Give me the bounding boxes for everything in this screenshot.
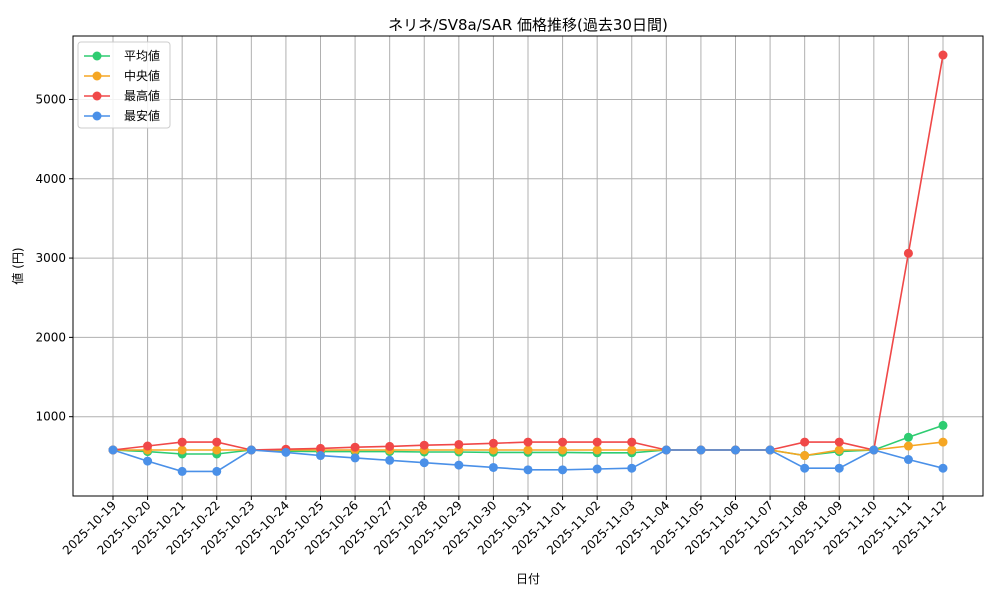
y-tick-label: 3000 <box>35 251 66 265</box>
data-point <box>523 437 533 447</box>
data-point <box>938 50 948 60</box>
x-axis-ticks: 2025-10-192025-10-202025-10-212025-10-22… <box>60 496 949 557</box>
data-point <box>488 445 498 455</box>
series-layer <box>108 50 948 476</box>
data-point <box>177 437 187 447</box>
data-point <box>558 445 568 455</box>
data-point <box>938 463 948 473</box>
data-point <box>834 463 844 473</box>
data-point <box>800 463 810 473</box>
legend-item: 最高値 <box>84 88 160 103</box>
data-point <box>558 465 568 475</box>
data-point <box>177 466 187 476</box>
data-point <box>903 441 913 451</box>
data-point <box>212 466 222 476</box>
data-point <box>834 437 844 447</box>
data-point <box>454 460 464 470</box>
x-axis-label: 日付 <box>516 572 540 586</box>
y-tick-label: 2000 <box>35 330 66 344</box>
data-point <box>834 445 844 455</box>
y-axis-label: 値 (円) <box>10 247 25 284</box>
y-axis-ticks: 1000 2000 3000 4000 5000 <box>35 92 73 424</box>
data-point <box>350 453 360 463</box>
data-point <box>488 462 498 472</box>
data-point <box>385 441 395 451</box>
data-point <box>627 437 637 447</box>
data-point <box>212 437 222 447</box>
data-point <box>143 441 153 451</box>
data-point <box>661 445 671 455</box>
data-point <box>454 439 464 449</box>
y-tick-label: 4000 <box>35 172 66 186</box>
legend-item: 平均値 <box>84 48 160 63</box>
data-point <box>869 445 879 455</box>
legend-item: 中央値 <box>84 68 160 83</box>
data-point <box>281 447 291 457</box>
legend-label: 最高値 <box>124 88 160 103</box>
data-point <box>627 463 637 473</box>
data-point <box>558 437 568 447</box>
data-point <box>419 458 429 468</box>
data-point <box>765 445 775 455</box>
data-point <box>800 451 810 461</box>
data-point <box>143 456 153 466</box>
legend-label: 中央値 <box>124 68 160 83</box>
y-tick-label: 5000 <box>35 92 66 106</box>
legend-item: 最安値 <box>84 108 160 123</box>
data-point <box>903 248 913 258</box>
data-point <box>696 445 706 455</box>
data-point <box>903 432 913 442</box>
data-point <box>592 445 602 455</box>
data-point <box>316 451 325 461</box>
legend-marker <box>92 91 102 101</box>
y-tick-label: 1000 <box>35 410 66 424</box>
data-point <box>419 440 429 450</box>
grid-lines <box>73 36 983 496</box>
data-point <box>177 445 187 455</box>
legend-marker <box>92 51 102 61</box>
series-3 <box>108 445 948 476</box>
data-point <box>731 445 740 455</box>
data-point <box>350 442 360 452</box>
data-point <box>523 445 533 455</box>
legend-marker <box>92 71 102 81</box>
data-point <box>523 465 533 475</box>
data-point <box>938 420 948 430</box>
legend-box <box>77 41 171 129</box>
data-point <box>903 455 913 465</box>
data-point <box>385 455 395 465</box>
data-point <box>627 445 637 455</box>
data-point <box>246 445 256 455</box>
legend-label: 最安値 <box>124 108 160 123</box>
data-point <box>108 445 118 455</box>
data-point <box>592 437 602 447</box>
data-point <box>800 437 810 447</box>
data-point <box>592 464 602 474</box>
data-point <box>212 445 222 455</box>
data-point <box>316 443 325 453</box>
chart-title: ネリネ/SV8a/SAR 価格推移(過去30日間) <box>388 16 668 34</box>
data-point <box>488 438 498 448</box>
legend-label: 平均値 <box>124 48 160 63</box>
legend-marker <box>92 111 102 121</box>
data-point <box>938 437 948 447</box>
